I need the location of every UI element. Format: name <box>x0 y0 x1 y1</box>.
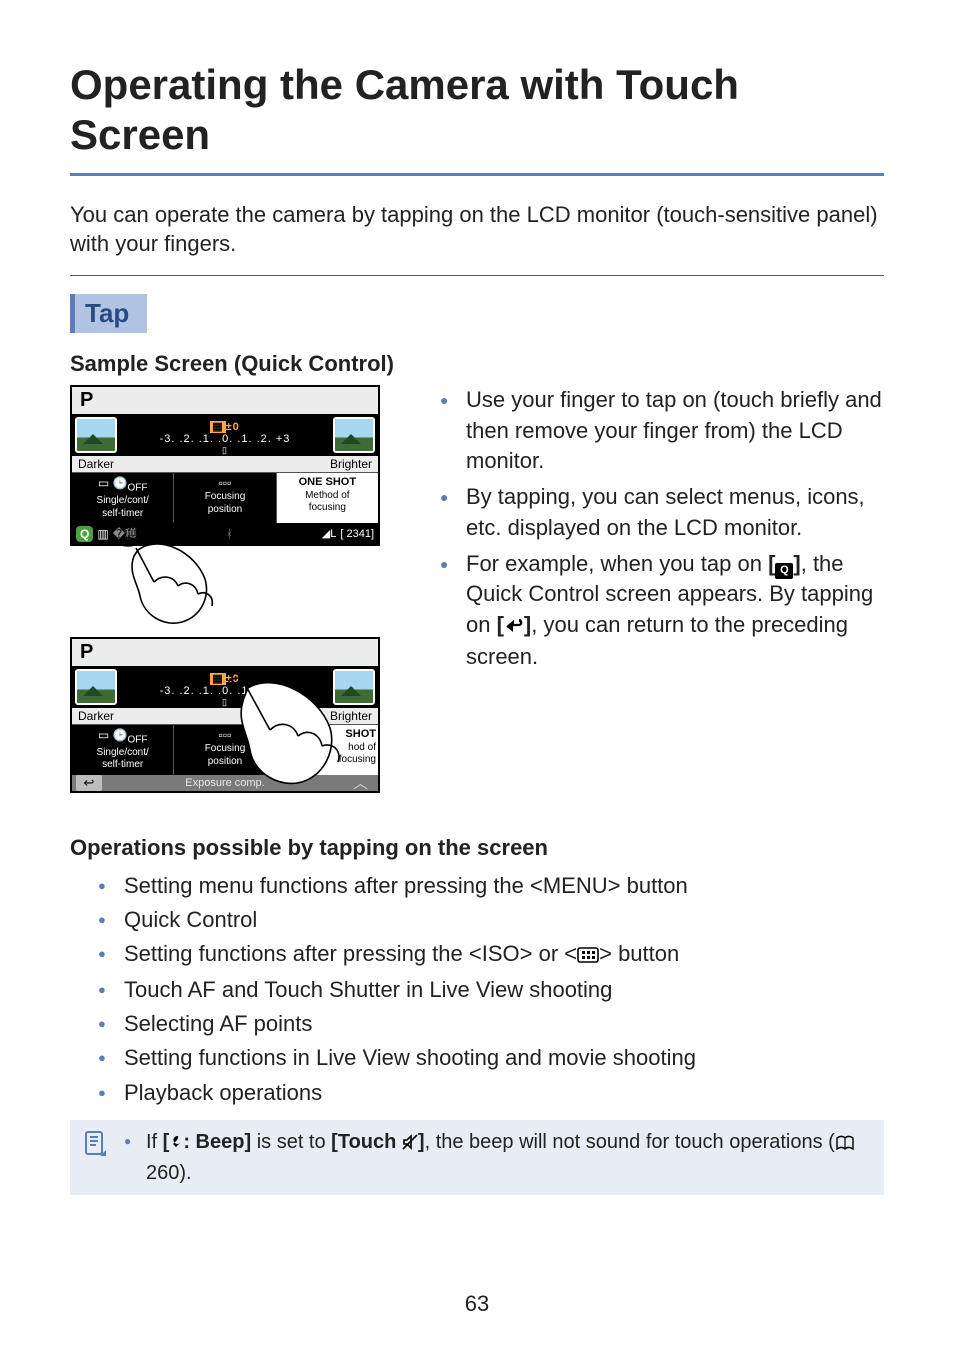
iso-button-label: ISO <box>482 941 520 966</box>
picture-style-thumb-2 <box>333 417 375 453</box>
cell2-line1: Focusing <box>176 491 273 504</box>
ev-scale: -3. .2. .1. .0. .1. .2. +3 <box>120 433 330 445</box>
note-icon <box>84 1139 108 1161</box>
op-item-lv-movie: Setting functions in Live View shooting … <box>98 1041 884 1075</box>
tap-description-list: Use your finger to tap on (touch briefly… <box>440 385 884 672</box>
ev-badge: ▦±0 <box>120 420 330 433</box>
tap-bullet-1: Use your finger to tap on (touch briefly… <box>440 385 884 476</box>
picture-style-thumb <box>75 417 117 453</box>
cell1b-line1: Single/cont/ <box>74 747 171 760</box>
op-item-touch-af: Touch AF and Touch Shutter in Live View … <box>98 973 884 1007</box>
operations-heading: Operations possible by tapping on the sc… <box>70 835 884 861</box>
image-size-icon: ◢L <box>322 527 337 540</box>
section-heading-tap: Tap <box>70 294 147 333</box>
af-select-icon <box>577 939 599 973</box>
cell1-line1: Single/cont/ <box>74 495 171 508</box>
op-item-playback: Playback operations <box>98 1076 884 1110</box>
tap-bullet-3: For example, when you tap on [Q], the Qu… <box>440 549 884 672</box>
battery-icon: ▥ <box>97 527 108 541</box>
title-underline <box>70 173 884 176</box>
q-icon: Q <box>76 526 93 542</box>
op-item-menu: Setting menu functions after pressing th… <box>98 869 884 903</box>
shooting-mode-label-2: P <box>72 639 101 666</box>
op-item-af-points: Selecting AF points <box>98 1007 884 1041</box>
operations-list: Setting menu functions after pressing th… <box>98 869 884 1110</box>
page-number: 63 <box>0 1291 954 1317</box>
drive-mode-icon-2: ▭ 🕒OFF <box>74 728 171 747</box>
cell3-line1: Method of <box>279 490 376 503</box>
camera-screen-1: P ▦±0 -3. .2. .1. .0. .1. .2. +3 ▯ Darke… <box>70 385 380 546</box>
cell1b-line2: self-timer <box>74 759 171 772</box>
wrench-icon <box>169 1131 183 1153</box>
drive-mode-icon: ▭ 🕒OFF <box>74 476 171 495</box>
cell3-line2: focusing <box>279 502 376 515</box>
return-inline-icon <box>504 612 524 642</box>
af-point-icon: ▫▫▫ <box>176 476 273 491</box>
intro-text: You can operate the camera by tapping on… <box>70 200 884 259</box>
tap-bullet-2: By tapping, you can select menus, icons,… <box>440 482 884 543</box>
tap-hand-illustration-1 <box>70 552 380 637</box>
menu-button-label: MENU <box>543 873 608 898</box>
darker-label: Darker <box>78 457 114 471</box>
op-item-quick-control: Quick Control <box>98 903 884 937</box>
sample-screens-column: P ▦±0 -3. .2. .1. .0. .1. .2. +3 ▯ Darke… <box>70 385 400 799</box>
oneshot-label: ONE SHOT <box>279 476 376 490</box>
page-ref-icon <box>835 1131 855 1159</box>
divider <box>70 275 884 276</box>
sample-screen-heading: Sample Screen (Quick Control) <box>70 351 884 377</box>
picture-style-thumb-3 <box>75 669 117 705</box>
note-text: If [: Beep] is set to [Touch ], the beep… <box>124 1128 870 1187</box>
note-box: If [: Beep] is set to [Touch ], the beep… <box>70 1120 884 1195</box>
brighter-label: Brighter <box>330 457 372 471</box>
page-title: Operating the Camera with Touch Screen <box>70 60 884 161</box>
touch-mute-icon <box>402 1131 418 1153</box>
cell2-line2: position <box>176 504 273 517</box>
shots-remaining: [ 2341] <box>340 528 374 540</box>
q-inline-icon: Q <box>775 563 793 579</box>
op-item-iso: Setting functions after pressing the <IS… <box>98 937 884 973</box>
darker-label-2: Darker <box>78 709 114 723</box>
shooting-mode-label: P <box>72 387 101 414</box>
cell1-line2: self-timer <box>74 508 171 521</box>
back-icon: ↩ <box>76 775 102 791</box>
